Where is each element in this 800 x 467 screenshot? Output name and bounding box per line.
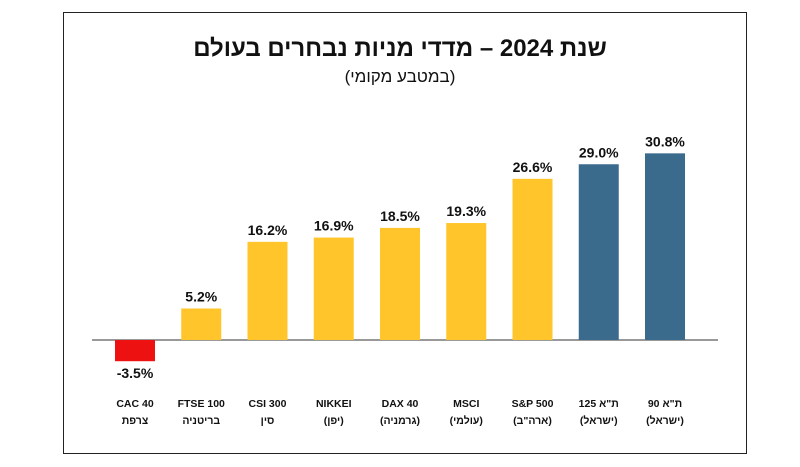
category-label-4: DAX 40 — [382, 398, 419, 410]
category-sublabel-6: (ארה"ב) — [513, 415, 552, 427]
category-label-7: ת"א 125 — [579, 398, 619, 410]
category-label-6: S&P 500 — [512, 398, 554, 410]
bar-5 — [446, 223, 487, 340]
chart-frame — [63, 12, 747, 454]
value-label-8: 30.8% — [645, 133, 685, 149]
value-label-0: -3.5% — [117, 365, 154, 381]
category-labels-group: CAC 40 צרפת FTSE 100 בריטניה CSI 300 סין NIKKE… — [116, 398, 684, 427]
category-label-8: ת"א 90 — [648, 398, 682, 410]
value-label-4: 18.5% — [380, 208, 420, 224]
category-sublabel-0: צרפת — [122, 415, 149, 427]
category-label-1: FTSE 100 — [178, 398, 225, 410]
bar-0 — [115, 340, 155, 362]
category-sublabel-7: (ישראל) — [580, 415, 618, 427]
value-label-2: 16.2% — [248, 222, 288, 238]
bar-1 — [181, 308, 222, 340]
value-label-6: 26.6% — [513, 159, 553, 175]
category-label-3: NIKKEI — [316, 398, 352, 410]
bar-7 — [578, 164, 619, 340]
value-labels-group: -3.5% 5.2% 16.2% 16.9% 18.5% 19.3% 26.6% 29.0% 3… — [117, 133, 686, 381]
bar-3 — [313, 237, 354, 340]
bar-8 — [645, 153, 685, 340]
value-label-3: 16.9% — [314, 218, 354, 234]
bars-group — [115, 153, 685, 362]
value-label-7: 29.0% — [579, 144, 619, 160]
category-label-5: MSCI — [453, 398, 479, 410]
category-sublabel-8: (ישראל) — [646, 415, 684, 427]
chart-subtitle: (במטבע מקומי) — [345, 67, 456, 86]
bar-6 — [512, 178, 553, 340]
category-sublabel-5: (עולמי) — [450, 415, 483, 427]
value-label-5: 19.3% — [446, 203, 486, 219]
chart-title: שנת 2024 – מדדי מניות נבחרים בעולם — [193, 35, 607, 62]
category-label-2: CSI 300 — [249, 398, 287, 410]
category-label-0: CAC 40 — [116, 398, 154, 410]
value-label-1: 5.2% — [185, 288, 217, 304]
category-sublabel-4: (גרמניה) — [380, 415, 420, 427]
category-sublabel-1: בריטניה — [182, 415, 220, 427]
bar-4 — [380, 227, 420, 340]
bar-2 — [247, 241, 288, 340]
category-sublabel-3: (יפן) — [324, 415, 344, 427]
category-sublabel-2: סין — [261, 415, 275, 427]
